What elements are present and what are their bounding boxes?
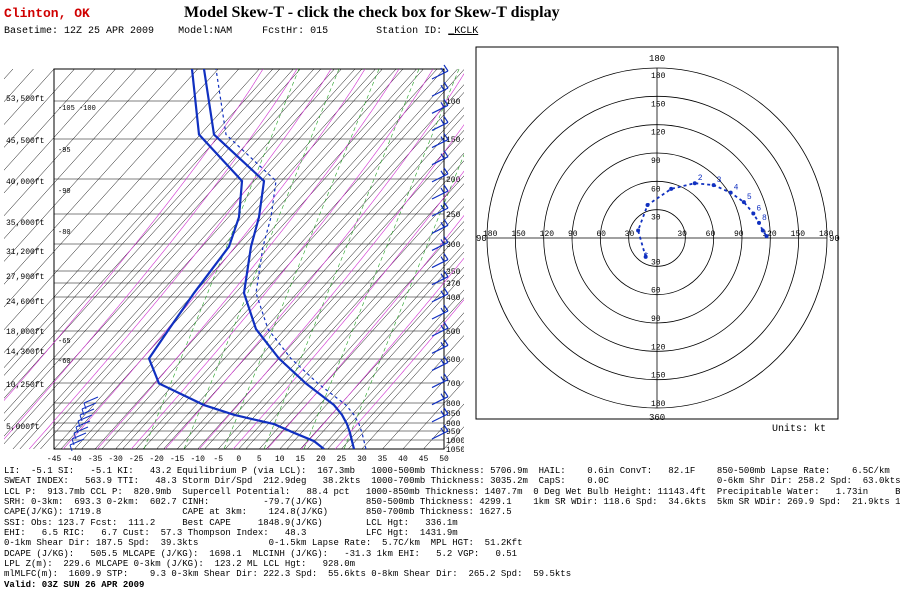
svg-text:18,000ft: 18,000ft xyxy=(6,328,44,337)
li-row: LI: -5.1 SI: -5.1 KI: 43.2 Equilibrium P… xyxy=(4,466,900,476)
svg-text:-45: -45 xyxy=(47,455,62,464)
svg-text:150: 150 xyxy=(651,372,666,381)
skewt-svg: 1001502002503003503704005006007008008509… xyxy=(4,39,464,464)
station-label: Station ID: xyxy=(376,26,442,37)
svg-text:180: 180 xyxy=(651,72,666,81)
shear01-row: 0-1km Shear Dir: 187.5 Spd: 39.3kts 0-1.… xyxy=(4,538,522,548)
svg-text:150: 150 xyxy=(651,100,666,109)
cape-row: CAPE(J/KG): 1719.8 CAPE at 3km: 124.8(J/… xyxy=(4,507,512,517)
svg-text:4: 4 xyxy=(734,184,739,193)
valid-row: Valid: 03Z SUN 26 APR 2009 xyxy=(4,580,144,590)
dcape-row: DCAPE (J/KG): 505.5 MLCAPE (J/KG): 1698.… xyxy=(4,549,517,559)
location-label: Clinton, OK xyxy=(4,6,184,21)
svg-text:24,600ft: 24,600ft xyxy=(6,298,44,307)
meta-row: Basetime: 12Z 25 APR 2009 Model:NAM Fcst… xyxy=(4,24,896,39)
header-row: Clinton, OK Model Skew-T - click the che… xyxy=(4,4,896,22)
ssi-row: SSI: Obs: 123.7 Fcst: 111.2 Best CAPE 18… xyxy=(4,518,458,528)
svg-text:90: 90 xyxy=(829,234,840,244)
svg-text:-30: -30 xyxy=(108,455,123,464)
svg-text:15: 15 xyxy=(296,455,306,464)
mlmlfc-row: mlMLFC(m): 1609.9 STP: 9.3 0-3km Shear D… xyxy=(4,569,571,579)
svg-text:5: 5 xyxy=(747,193,752,202)
svg-text:-90: -90 xyxy=(58,188,71,196)
skewt-chart: 1001502002503003503704005006007008008509… xyxy=(4,39,464,464)
svg-text:950: 950 xyxy=(446,428,461,437)
svg-text:-5: -5 xyxy=(213,455,223,464)
svg-text:-60: -60 xyxy=(58,358,71,366)
svg-text:2: 2 xyxy=(698,174,703,183)
svg-text:*: * xyxy=(643,252,650,264)
svg-text:-35: -35 xyxy=(88,455,103,464)
svg-text:90: 90 xyxy=(651,315,661,324)
svg-text:1050: 1050 xyxy=(446,446,464,455)
svg-text:3: 3 xyxy=(717,176,722,185)
basetime-label: Basetime: xyxy=(4,26,58,37)
svg-text:360: 360 xyxy=(649,413,665,423)
indices-block: LI: -5.1 SI: -5.1 KI: 43.2 Equilibrium P… xyxy=(4,466,896,590)
svg-text:180: 180 xyxy=(651,400,666,409)
svg-text:60: 60 xyxy=(651,185,661,194)
svg-text:35: 35 xyxy=(378,455,388,464)
hodograph-chart: 3030303060606060909090901201201201201501… xyxy=(472,43,842,438)
svg-text:90: 90 xyxy=(476,234,487,244)
svg-text:10: 10 xyxy=(275,455,285,464)
lpl-row: LPL Z(m): 229.6 MLCAPE 0-3km (J/KG): 123… xyxy=(4,559,355,569)
svg-text:60: 60 xyxy=(651,287,661,296)
svg-text:120: 120 xyxy=(651,343,666,352)
svg-text:-65: -65 xyxy=(58,338,71,346)
svg-text:800: 800 xyxy=(446,400,461,409)
svg-text:-40: -40 xyxy=(67,455,82,464)
svg-text:40,000ft: 40,000ft xyxy=(6,178,44,187)
svg-text:40: 40 xyxy=(398,455,408,464)
fcsthr-value: 015 xyxy=(310,26,328,37)
svg-text:20: 20 xyxy=(316,455,326,464)
svg-text:53,500ft: 53,500ft xyxy=(6,95,44,104)
svg-text:150: 150 xyxy=(446,136,461,145)
svg-text:30: 30 xyxy=(651,258,661,267)
svg-text:10,250ft: 10,250ft xyxy=(6,381,44,390)
svg-text:-25: -25 xyxy=(129,455,144,464)
svg-text:8: 8 xyxy=(762,214,767,223)
svg-text:-95: -95 xyxy=(58,147,71,155)
svg-text:35,000ft: 35,000ft xyxy=(6,219,44,228)
svg-text:5: 5 xyxy=(257,455,262,464)
hodograph-svg: 3030303060606060909090901201201201201501… xyxy=(472,43,842,438)
svg-text:30: 30 xyxy=(357,455,367,464)
fcsthr-label: FcstHr: xyxy=(262,26,304,37)
page-title: Model Skew-T - click the check box for S… xyxy=(184,4,560,22)
svg-text:45: 45 xyxy=(419,455,429,464)
station-value: _KCLK xyxy=(448,26,478,37)
svg-text:30: 30 xyxy=(651,214,661,223)
svg-text:600: 600 xyxy=(446,356,461,365)
model-value: NAM xyxy=(214,26,232,37)
svg-text:Units: kt: Units: kt xyxy=(772,423,826,435)
svg-text:-15: -15 xyxy=(170,455,185,464)
svg-text:-10: -10 xyxy=(190,455,205,464)
svg-text:27,900ft: 27,900ft xyxy=(6,273,44,282)
basetime-value: 12Z 25 APR 2009 xyxy=(64,26,154,37)
svg-text:0: 0 xyxy=(236,455,241,464)
srh-row: SRH: 0-3km: 693.3 0-2km: 602.7 CINH: -79… xyxy=(4,497,900,507)
charts-row: 1001502002503003503704005006007008008509… xyxy=(4,39,896,464)
svg-text:120: 120 xyxy=(651,129,666,138)
svg-text:31,200ft: 31,200ft xyxy=(6,248,44,257)
svg-text:-105 -100: -105 -100 xyxy=(58,105,96,113)
svg-text:-20: -20 xyxy=(149,455,164,464)
model-label: Model: xyxy=(178,26,214,37)
svg-text:90: 90 xyxy=(651,157,661,166)
svg-text:6: 6 xyxy=(756,204,761,213)
svg-text:850: 850 xyxy=(446,410,461,419)
sweat-row: SWEAT INDEX: 563.9 TTI: 48.3 Storm Dir/S… xyxy=(4,476,900,486)
svg-text:-80: -80 xyxy=(58,229,71,237)
svg-text:300: 300 xyxy=(446,241,461,250)
svg-text:14,300ft: 14,300ft xyxy=(6,348,44,357)
svg-text:25: 25 xyxy=(337,455,347,464)
svg-text:50: 50 xyxy=(439,455,449,464)
svg-text:5,000ft: 5,000ft xyxy=(6,423,40,432)
svg-text:45,500ft: 45,500ft xyxy=(6,137,44,146)
ehi-row: EHI: 6.5 RIC: 6.7 Cust: 57.3 Thompson In… xyxy=(4,528,458,538)
lcl-row: LCL P: 913.7mb CCL P: 820.9mb Supercell … xyxy=(4,487,900,497)
svg-text:180: 180 xyxy=(649,54,665,64)
svg-text:1000: 1000 xyxy=(446,437,464,446)
